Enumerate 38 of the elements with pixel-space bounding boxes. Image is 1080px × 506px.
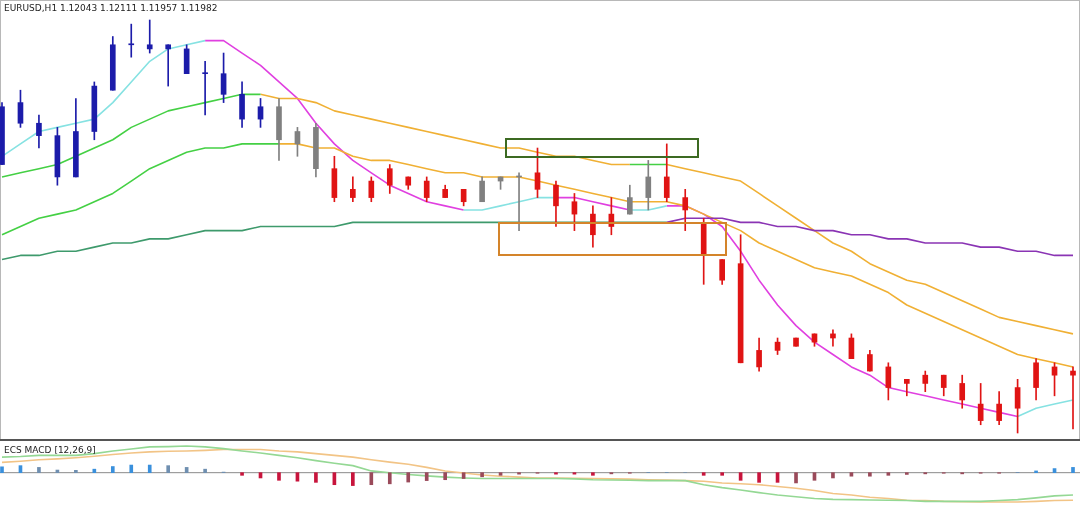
bar: [517, 472, 521, 475]
bar: [480, 472, 484, 478]
bar: [369, 472, 374, 486]
bar: [166, 465, 171, 474]
bar: [240, 472, 244, 476]
bar: [129, 464, 134, 474]
chart-title: EURUSD,H1 1.12043 1.12111 1.11957 1.11982: [4, 3, 218, 13]
bar: [0, 466, 4, 474]
bar: [351, 472, 355, 486]
bar: [498, 472, 503, 476]
bar: [37, 467, 41, 474]
bar: [849, 472, 854, 477]
bar: [886, 472, 891, 476]
bar: [406, 472, 411, 483]
bar: [74, 470, 78, 474]
bar: [701, 472, 706, 476]
bar: [904, 472, 909, 475]
candlestick: [793, 337, 799, 347]
bar: [868, 472, 872, 477]
bar: [591, 472, 595, 476]
bar: [443, 472, 447, 481]
bar: [92, 468, 97, 474]
bar: [720, 472, 724, 476]
bar: [554, 472, 558, 475]
bar: [794, 472, 798, 484]
bar: [1071, 467, 1075, 474]
bar: [831, 472, 835, 479]
bar: [314, 472, 318, 483]
bar: [203, 468, 207, 474]
bar: [738, 472, 743, 481]
bar: [812, 472, 817, 481]
bar: [387, 472, 392, 485]
chart-title: ECS MACD [12,26,9]: [4, 445, 96, 455]
bar: [110, 466, 115, 474]
bar: [757, 472, 761, 483]
bar: [277, 472, 281, 481]
bar: [147, 464, 152, 474]
bar: [424, 472, 429, 481]
